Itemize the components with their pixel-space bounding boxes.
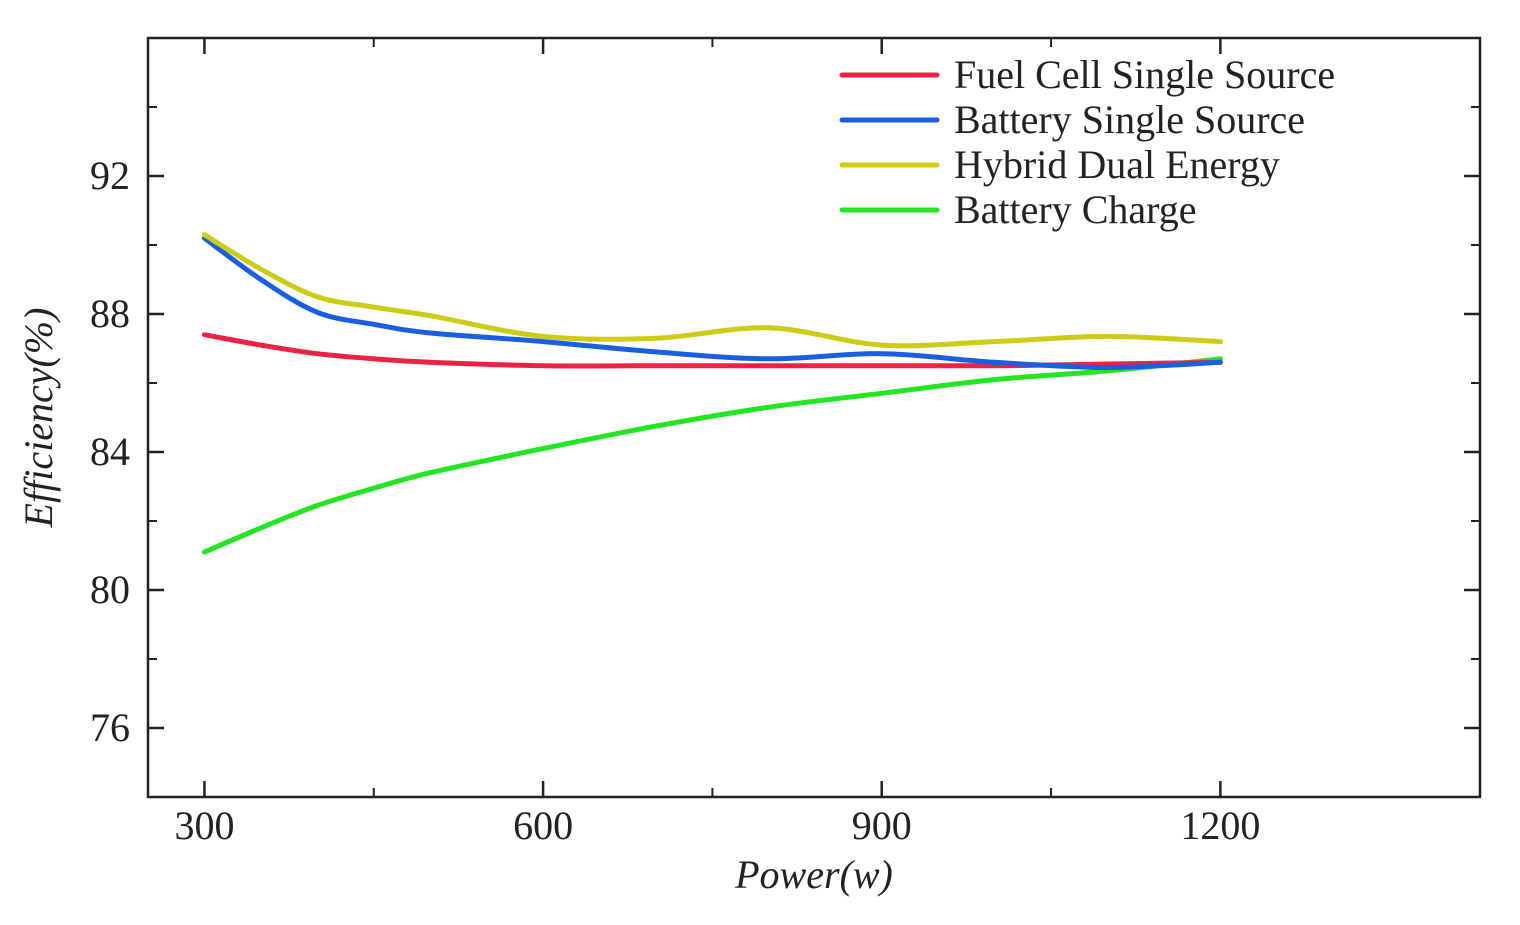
- series-line-hybrid-dual-energy: [201, 232, 1223, 349]
- y-axis-title: Efficiency(%): [16, 308, 61, 529]
- x-axis-title: Power(w): [734, 852, 893, 897]
- y-tick-label: 80: [90, 567, 130, 612]
- x-tick-label: 600: [513, 803, 573, 848]
- y-tick-label: 88: [90, 291, 130, 336]
- legend-label-battery-charge: Battery Charge: [954, 187, 1197, 232]
- axis-ticks: [148, 38, 1480, 797]
- y-tick-label: 92: [90, 153, 130, 198]
- y-tick-label: 84: [90, 429, 130, 474]
- chart-series: [201, 232, 1223, 555]
- tick-labels: 300 600 900 1200 76 80 84 88 92: [90, 153, 1260, 848]
- x-tick-label: 900: [852, 803, 912, 848]
- series-line-battery-single-source: [201, 235, 1223, 370]
- series-line-battery-charge: [201, 356, 1223, 555]
- plot-frame: [146, 36, 1482, 799]
- x-tick-label: 1200: [1180, 803, 1260, 848]
- legend-label-battery-single-source: Battery Single Source: [954, 97, 1305, 142]
- y-tick-label: 76: [90, 705, 130, 750]
- legend-label-fuel-cell-single-source: Fuel Cell Single Source: [954, 52, 1335, 97]
- x-tick-label: 300: [174, 803, 234, 848]
- legend-label-hybrid-dual-energy: Hybrid Dual Energy: [954, 142, 1280, 187]
